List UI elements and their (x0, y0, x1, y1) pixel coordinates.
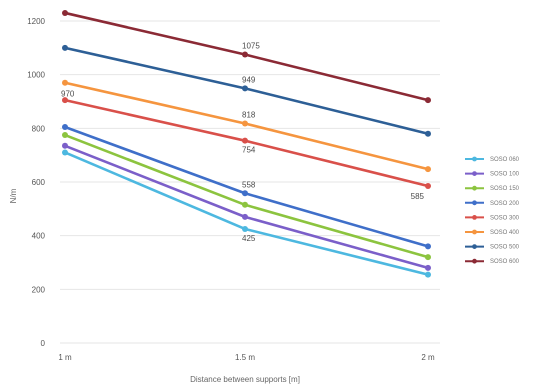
data-point (242, 51, 248, 58)
legend-label: SOSO 060 (490, 157, 520, 163)
y-tick-label: 1200 (27, 17, 45, 26)
x-tick-label: 1 m (58, 353, 72, 362)
legend-label: SOSO 300 (490, 215, 520, 221)
data-label: 558 (242, 180, 256, 189)
data-label: 1075 (242, 42, 260, 51)
y-axis-title: N/m (9, 188, 18, 203)
data-label: 585 (411, 192, 425, 201)
x-axis-ticks: 1 m 1.5 m 2 m (58, 353, 435, 362)
y-tick-label: 400 (32, 232, 46, 241)
legend-label: SOSO 200 (490, 201, 520, 207)
data-point (62, 149, 68, 156)
data-point (62, 79, 68, 86)
y-tick-label: 600 (32, 178, 46, 187)
y-tick-label: 1000 (27, 71, 45, 80)
data-label: 949 (242, 75, 256, 84)
legend-marker (472, 185, 477, 191)
legend-label: SOSO 400 (490, 230, 520, 236)
data-point (425, 97, 431, 104)
legend-marker (472, 200, 477, 206)
data-point (425, 166, 431, 173)
series-group (62, 9, 431, 278)
legend-label: SOSO 600 (490, 259, 520, 265)
data-point (242, 85, 248, 92)
data-point (62, 44, 68, 51)
y-axis-ticks: 0 200 400 600 800 1000 1200 (27, 17, 45, 348)
data-point (242, 137, 248, 144)
data-label: 425 (242, 234, 256, 243)
legend-label: SOSO 100 (490, 172, 520, 178)
legend-label: SOSO 500 (490, 245, 520, 251)
data-label: 754 (242, 146, 256, 155)
y-tick-label: 200 (32, 285, 46, 294)
data-point (242, 225, 248, 232)
legend-marker (472, 215, 477, 220)
data-point (425, 130, 431, 137)
data-label: 818 (242, 111, 256, 120)
data-point (242, 213, 248, 220)
data-point (425, 271, 431, 278)
legend: SOSO 060 SOSO 100 SOSO 150 SOSO 200 SOSO 300… (465, 156, 520, 265)
data-labels: 425 558 754 585 818 949 1075 970 (61, 42, 425, 243)
legend-label: SOSO 150 (490, 186, 520, 192)
x-tick-label: 1.5 m (235, 353, 255, 362)
series-line (64, 151, 429, 276)
legend-marker (472, 171, 477, 177)
y-tick-label: 800 (32, 124, 46, 133)
x-tick-label: 2 m (421, 353, 435, 362)
data-point (62, 9, 68, 16)
data-point (242, 120, 248, 127)
data-point (242, 201, 248, 208)
legend-marker (472, 229, 477, 235)
data-point (425, 243, 431, 250)
x-axis-title: Distance between supports [m] (190, 375, 300, 384)
legend-marker (472, 156, 477, 162)
gridlines (60, 20, 440, 344)
data-point (425, 254, 431, 261)
data-point (62, 132, 68, 139)
data-point (62, 97, 68, 104)
data-point (242, 190, 248, 197)
y-tick-label: 0 (41, 339, 46, 348)
data-point (425, 183, 431, 190)
data-point (425, 264, 431, 271)
data-point (62, 123, 68, 130)
annotation-label: 970 (61, 90, 75, 99)
legend-marker (472, 244, 477, 250)
legend-marker (472, 258, 477, 264)
data-point (62, 142, 68, 149)
